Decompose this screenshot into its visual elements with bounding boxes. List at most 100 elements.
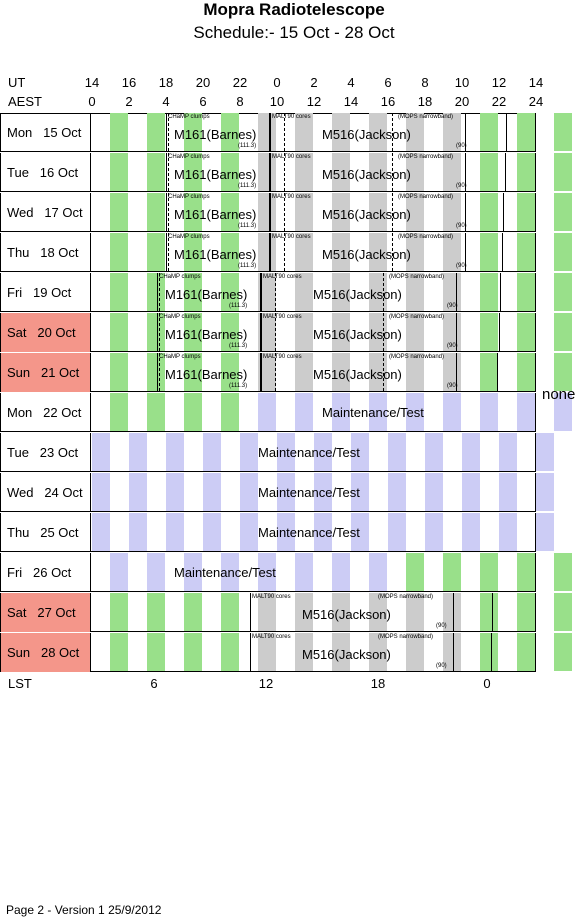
stripe	[536, 473, 554, 511]
stripe	[240, 473, 258, 511]
stripe	[554, 353, 572, 391]
m516-label: M516(Jackson)	[302, 607, 391, 622]
stripe	[332, 313, 350, 351]
stripe	[554, 553, 572, 591]
stripe	[480, 153, 498, 191]
champ-label: CHaMP clumps	[159, 354, 201, 360]
stripe	[147, 633, 165, 671]
stripe	[166, 513, 184, 551]
stripe	[536, 513, 554, 551]
ut-tick: 18	[158, 75, 174, 90]
malt-label: MALT90 cores	[272, 154, 311, 160]
schedule-row: Sun 21 Oct CHaMP clumps M161(Barnes) (111.3…	[0, 353, 572, 392]
stripe	[480, 353, 498, 391]
day-label: Wed 17 Oct	[1, 193, 91, 232]
stripe	[221, 193, 239, 231]
stripe	[517, 233, 535, 271]
project-block-m516	[270, 113, 466, 151]
stripe	[554, 273, 572, 311]
stripe	[240, 513, 258, 551]
lst-zero-line	[504, 153, 506, 191]
schedule-row: Wed 17 Oct CHaMP clumps M161(Barnes) (111.3…	[0, 193, 572, 232]
stripe	[184, 633, 202, 671]
lst-dashed-line	[383, 353, 384, 391]
stripe	[258, 113, 276, 151]
ut-tick: 6	[384, 75, 392, 90]
stripe	[406, 113, 424, 151]
stripe	[443, 553, 461, 591]
stripe	[406, 633, 424, 671]
ut-tick: 20	[195, 75, 211, 90]
champ-label: CHaMP clumps	[159, 274, 201, 280]
project-block-m516	[270, 193, 466, 231]
lst-dashed-line	[392, 193, 393, 231]
maintenance-label: Maintenance/Test	[174, 565, 276, 580]
stripe	[147, 313, 165, 351]
stripe	[351, 473, 369, 511]
project-block-m516	[270, 233, 466, 271]
schedule-row: Tue 16 Oct CHaMP clumps M161(Barnes) (111.3…	[0, 153, 572, 192]
stripe	[184, 273, 202, 311]
row-track: CHaMP clumps M161(Barnes) (111.3) MALT90 co…	[92, 273, 572, 311]
stripe	[406, 553, 424, 591]
stripe	[147, 593, 165, 631]
lst-tick: 0	[483, 676, 491, 691]
lst-dashed-line	[159, 353, 160, 391]
m161-label: M161(Barnes)	[174, 207, 257, 222]
ut-tick: 22	[232, 75, 248, 90]
ut-tick: 4	[347, 75, 355, 90]
project-block-m516	[270, 153, 466, 191]
stripe	[406, 593, 424, 631]
stripe	[203, 473, 221, 511]
page-title: Mopra Radiotelescope	[203, 0, 385, 19]
ut-tick: 10	[454, 75, 470, 90]
mops-label: (MOPS narrowband)	[398, 154, 454, 160]
lst-dashed-line	[159, 273, 160, 311]
malt-label: MALT90 cores	[263, 274, 302, 280]
lst-dashed-line	[168, 193, 169, 231]
day-label: Tue 16 Oct	[1, 153, 91, 192]
stripe	[92, 433, 110, 471]
lst-tick: 12	[258, 676, 274, 691]
ut-tick: 0	[273, 75, 281, 90]
stripe	[258, 233, 276, 271]
stripe	[110, 153, 128, 191]
stripe	[332, 633, 350, 671]
stripe	[295, 113, 313, 151]
stripe	[332, 593, 350, 631]
mops-label: (MOPS narrowband)	[389, 314, 445, 320]
champ-label: CHaMP clumps	[168, 114, 210, 120]
stripe	[295, 553, 313, 591]
project-block-m161	[157, 273, 261, 311]
stripe	[369, 393, 387, 431]
maintenance-label: Maintenance/Test	[258, 525, 360, 540]
m516-note: (90)	[456, 263, 467, 269]
stripe	[295, 153, 313, 191]
day-label: Sat 20 Oct	[1, 313, 91, 352]
stripe	[277, 513, 295, 551]
stripe	[517, 313, 535, 351]
stripe	[147, 113, 165, 151]
lst-dashed-line	[392, 233, 393, 271]
ut-tick: 12	[491, 75, 507, 90]
stripe	[554, 393, 572, 431]
schedule-row: Fri 19 Oct CHaMP clumps M161(Barnes) (111.3…	[0, 273, 572, 312]
stripe	[295, 313, 313, 351]
stripe	[295, 193, 313, 231]
lst-zero-line	[506, 113, 507, 151]
aest-tick: 18	[417, 94, 433, 109]
malt-label: MALT90 cores	[252, 594, 291, 600]
lst-zero-line	[503, 193, 504, 231]
aest-tick: 10	[269, 94, 285, 109]
row-track: CHaMP clumps M161(Barnes) (111.3) MALT90 co…	[92, 233, 572, 271]
day-label: Sat 27 Oct	[1, 593, 91, 632]
schedule-row: Thu 18 Oct CHaMP clumps M161(Barnes) (111.3…	[0, 233, 572, 272]
stripe	[443, 633, 461, 671]
lst-zero-line	[492, 593, 493, 631]
stripe	[129, 473, 147, 511]
stripe	[166, 433, 184, 471]
stripe	[332, 273, 350, 311]
stripe	[443, 593, 461, 631]
row-track: Maintenance/Test	[92, 513, 554, 551]
stripe	[295, 353, 313, 391]
